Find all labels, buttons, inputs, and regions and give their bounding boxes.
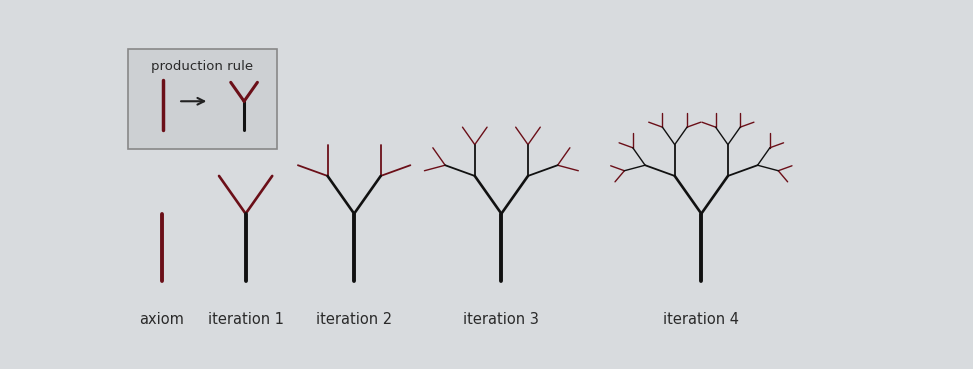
- Text: iteration 4: iteration 4: [664, 312, 739, 327]
- Text: production rule: production rule: [151, 60, 253, 73]
- Text: axiom: axiom: [139, 312, 184, 327]
- Text: iteration 1: iteration 1: [207, 312, 283, 327]
- Text: iteration 3: iteration 3: [463, 312, 539, 327]
- FancyBboxPatch shape: [127, 49, 276, 149]
- Text: iteration 2: iteration 2: [316, 312, 392, 327]
